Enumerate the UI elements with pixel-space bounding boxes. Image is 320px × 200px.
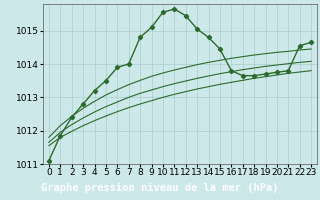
Text: Graphe pression niveau de la mer (hPa): Graphe pression niveau de la mer (hPa) xyxy=(41,183,279,193)
